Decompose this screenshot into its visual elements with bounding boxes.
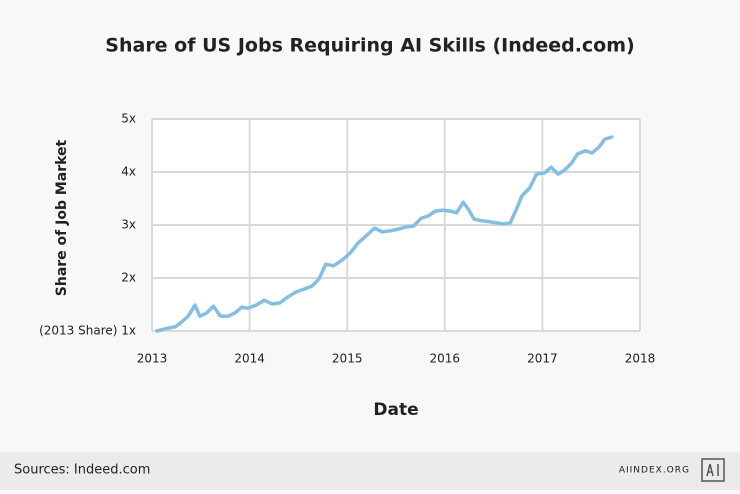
- x-tick-label: 2018: [625, 352, 656, 366]
- x-tick-label: 2013: [137, 352, 168, 366]
- y-tick-label: (2013 Share) 1x: [39, 324, 136, 338]
- brand: AIINDEX.ORG: [619, 466, 690, 476]
- x-axis-label: Date: [373, 400, 418, 420]
- x-tick-label: 2014: [234, 352, 265, 366]
- logo-glyph: [706, 463, 719, 477]
- y-tick-label: 5x: [121, 112, 136, 126]
- source: Sources: Indeed.com: [14, 463, 150, 478]
- logo: [701, 458, 725, 482]
- x-tick-label: 2016: [430, 352, 461, 366]
- y-tick-label: 3x: [121, 218, 136, 232]
- logo-box: [701, 458, 725, 482]
- x-tick-label: 2015: [332, 352, 363, 366]
- y-tick-label: 4x: [121, 165, 136, 179]
- data-line: [155, 135, 614, 333]
- y-axis-label: Share of Job Market: [54, 139, 70, 296]
- x-tick-label: 2017: [527, 352, 558, 366]
- chart-title: Share of US Jobs Requiring AI Skills (In…: [105, 35, 634, 57]
- footer: [0, 452, 740, 490]
- y-tick-label: 2x: [121, 271, 136, 285]
